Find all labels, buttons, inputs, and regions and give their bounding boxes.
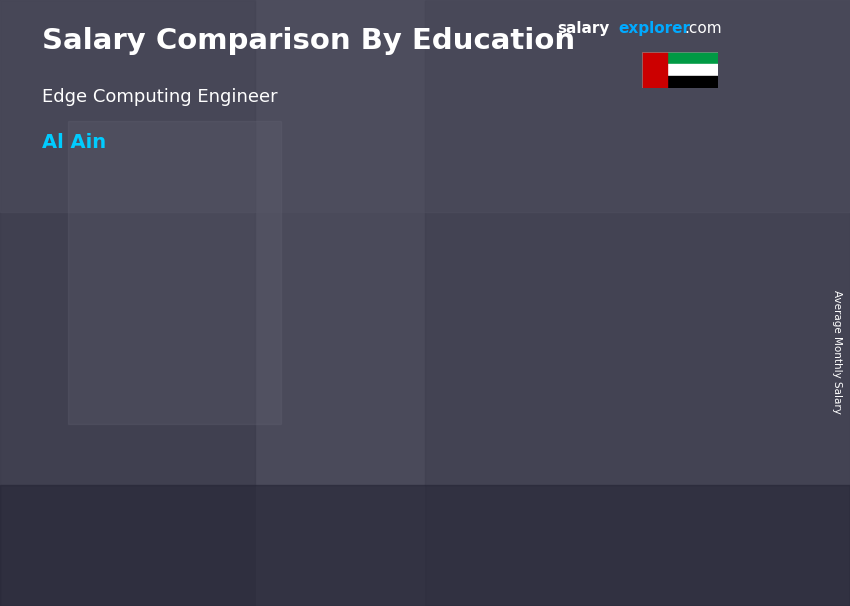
Bar: [642, 52, 667, 88]
Bar: [457, 318, 463, 527]
Bar: [0, 0, 850, 212]
Text: 9,860 AED: 9,860 AED: [144, 367, 218, 381]
FancyArrowPatch shape: [526, 254, 653, 311]
Text: explorer: explorer: [618, 21, 690, 36]
FancyArrowPatch shape: [201, 344, 329, 380]
Bar: [615, 268, 705, 284]
Bar: [128, 386, 218, 527]
Text: 18,100 AED: 18,100 AED: [627, 249, 709, 263]
Bar: [128, 386, 218, 395]
Text: Salary Comparison By Education: Salary Comparison By Education: [42, 27, 575, 55]
Bar: [620, 268, 625, 527]
Text: +24%: +24%: [545, 218, 613, 238]
Bar: [0, 0, 255, 606]
Text: 14,600 AED: 14,600 AED: [465, 299, 547, 313]
Text: Al Ain: Al Ain: [42, 133, 106, 152]
Bar: [291, 368, 380, 378]
Text: Edge Computing Engineer: Edge Computing Engineer: [42, 88, 278, 106]
Bar: [291, 368, 380, 527]
Bar: [615, 268, 705, 527]
Bar: [370, 368, 376, 527]
Bar: [532, 318, 538, 527]
Text: .com: .com: [684, 21, 722, 36]
Text: 11,100 AED: 11,100 AED: [303, 349, 384, 363]
Bar: [295, 368, 301, 527]
Bar: [425, 0, 850, 606]
Bar: [642, 64, 718, 76]
Bar: [453, 318, 542, 331]
Bar: [0, 485, 850, 606]
Bar: [133, 386, 139, 527]
Text: Average Monthly Salary: Average Monthly Salary: [832, 290, 842, 413]
Text: +32%: +32%: [382, 249, 450, 270]
Bar: [453, 318, 542, 527]
Bar: [68, 121, 280, 424]
Bar: [694, 268, 700, 527]
FancyArrowPatch shape: [364, 304, 490, 362]
Bar: [642, 76, 718, 88]
Bar: [208, 386, 213, 527]
Text: +13%: +13%: [220, 290, 288, 310]
Bar: [642, 52, 718, 64]
Text: salary: salary: [557, 21, 609, 36]
